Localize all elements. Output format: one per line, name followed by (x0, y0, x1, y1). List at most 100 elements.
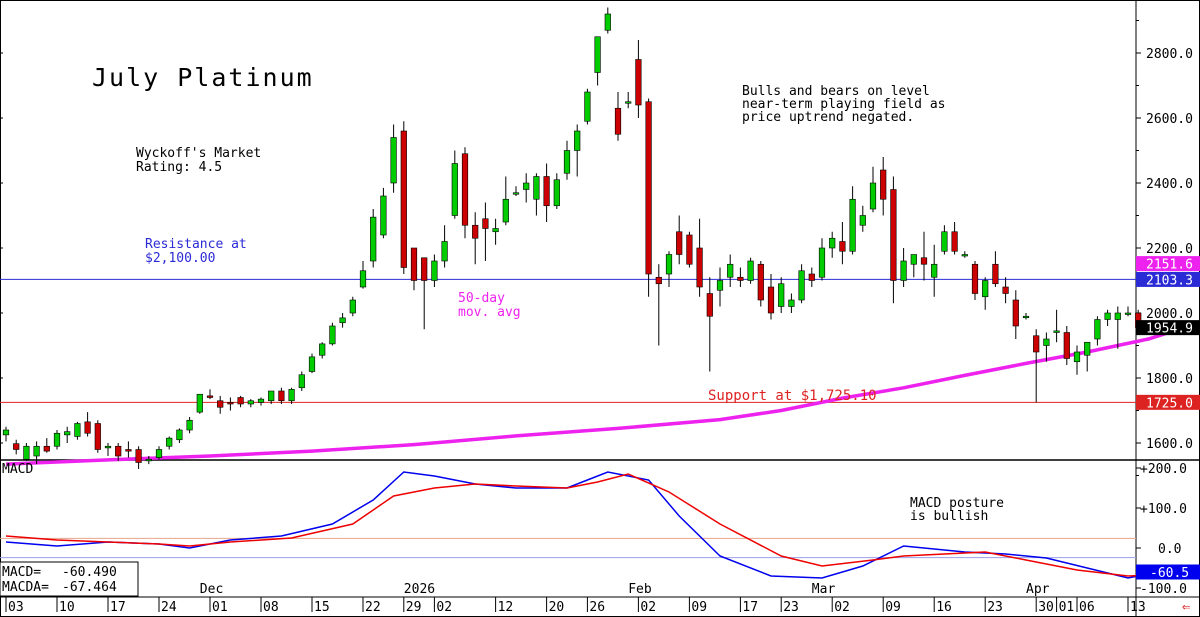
candle (574, 124, 581, 177)
candle-body (788, 299, 795, 307)
macd-panel-title: MACD (2, 462, 33, 477)
candle-body (747, 260, 754, 281)
candle-body (523, 182, 530, 190)
candle-body (176, 429, 183, 441)
date-tick-label: 22 (365, 600, 381, 615)
candle (155, 446, 163, 460)
candle-body (64, 431, 71, 436)
candle-body (1063, 332, 1070, 359)
candle (359, 261, 367, 289)
date-tick-label: 30 (1038, 600, 1054, 615)
candle-body (104, 445, 112, 449)
candle-body (635, 59, 642, 106)
candle-body (727, 263, 734, 278)
candle-body (655, 276, 662, 285)
candle-body (665, 254, 673, 275)
candle-body (594, 36, 601, 73)
candle-body (74, 423, 81, 437)
candle-body (1073, 351, 1081, 363)
candle (104, 443, 112, 456)
candle-body (900, 260, 907, 281)
candle (13, 439, 20, 455)
candle (23, 443, 30, 461)
ma-label-line-2: mov. avg (458, 305, 521, 320)
candle-body (951, 231, 958, 252)
candle (971, 261, 979, 300)
candle-body (808, 273, 815, 281)
candle (931, 244, 938, 297)
rating-line-1: Wyckoff's Market (136, 146, 261, 161)
candle-body (1094, 319, 1101, 340)
candle-body (574, 130, 581, 151)
resistance-price-tag: 2103.3 (1136, 271, 1200, 288)
date-tick-label: 03 (8, 600, 24, 615)
candle-body (278, 390, 285, 402)
candle-body (625, 101, 632, 104)
candle (319, 342, 326, 359)
candle (716, 267, 724, 307)
candle-body (931, 263, 938, 278)
candle (1063, 326, 1070, 365)
candle (1094, 316, 1101, 346)
candle-body (53, 432, 61, 447)
candle-body (778, 283, 785, 307)
candle-body (890, 189, 897, 281)
candle (298, 371, 305, 391)
candle-body (196, 393, 203, 413)
candle-body (1033, 335, 1040, 353)
svg-text:1725.0: 1725.0 (1146, 396, 1193, 411)
support-price-tag: 1725.0 (1136, 394, 1200, 411)
candle (982, 277, 989, 310)
candle (778, 277, 785, 313)
candle-body (257, 398, 265, 403)
candle (492, 218, 499, 245)
svg-text:2151.6: 2151.6 (1146, 258, 1193, 273)
macd-axis-ticks: +200.0 +100.0 0.0 -100.0 (1136, 462, 1187, 597)
scroll-arrow-icon[interactable]: ⇐ (1182, 599, 1190, 615)
candle-body (115, 445, 122, 457)
chart-title: July Platinum (92, 63, 314, 92)
candle-body (502, 198, 509, 223)
price-tick-label: 2600.0 (1146, 112, 1193, 127)
macd-current-tag: -60.5 (1136, 564, 1200, 581)
date-tick-label: 23 (987, 600, 1003, 615)
candle (502, 176, 509, 226)
date-tick-label: 09 (691, 600, 707, 615)
candle-body (1022, 315, 1030, 319)
moving-average-line (5, 320, 1200, 466)
date-tick-label: 02 (436, 600, 452, 615)
candle-body (319, 343, 326, 356)
candle-body (359, 270, 367, 288)
candle (482, 202, 489, 261)
candle (461, 147, 469, 239)
macd-signal-line (5, 473, 1159, 577)
candle (1043, 332, 1050, 362)
candle-body (645, 101, 652, 275)
candle (808, 267, 815, 287)
date-tick-label: 17 (110, 600, 126, 615)
candle (1124, 306, 1132, 317)
candle (217, 395, 224, 414)
month-label: Mar (812, 582, 836, 597)
candle-body (472, 224, 479, 239)
price-tick-label: 2200.0 (1146, 242, 1193, 257)
candle (553, 173, 560, 209)
candle (1033, 329, 1040, 403)
candle-body (1114, 312, 1121, 320)
candle (951, 222, 958, 255)
support-label: Support at $1,725.10 (708, 388, 877, 404)
resistance-label-line-1: Resistance at (145, 237, 247, 252)
candle-body (910, 254, 917, 265)
candle (961, 251, 968, 258)
candle (665, 251, 673, 287)
macd-tick-label: 0.0 (1158, 542, 1181, 557)
svg-text:1954.9: 1954.9 (1146, 322, 1193, 337)
candle (655, 264, 662, 346)
macd-note-line-1: MACD posture (910, 496, 1004, 511)
price-tick-label: 1800.0 (1146, 372, 1193, 387)
candle (788, 293, 795, 313)
candle-body (206, 395, 214, 398)
candle-body (737, 276, 744, 281)
candle (166, 436, 173, 450)
date-tick-label: 15 (314, 600, 330, 615)
